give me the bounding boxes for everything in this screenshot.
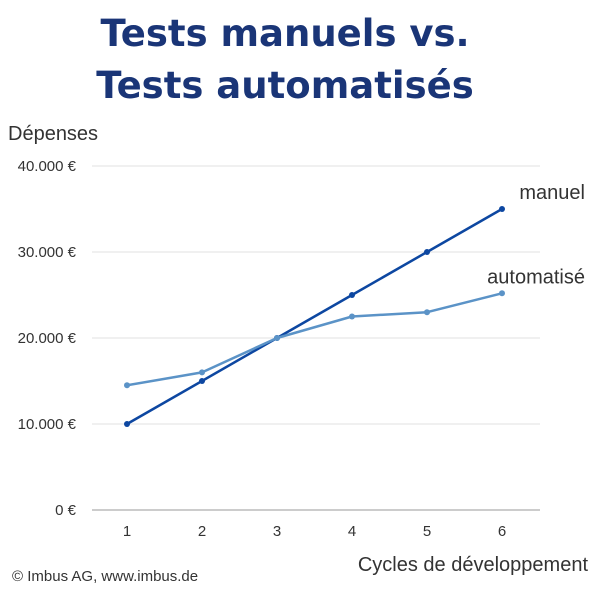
x-tick-label: 6 <box>498 523 506 540</box>
data-point <box>499 206 505 212</box>
series-label: manuel <box>519 182 585 204</box>
y-tick-label: 0 € <box>55 502 77 519</box>
data-point <box>424 249 430 255</box>
chart-title-line-1: Tests manuels vs. <box>100 12 470 55</box>
series-label: automatisé <box>487 266 585 288</box>
labels: Dépenses Cycles de développement manuel aut… <box>8 123 588 576</box>
data-point <box>499 290 505 297</box>
chart-title-line-2: Tests automatisés <box>96 64 474 107</box>
x-tick-label: 2 <box>198 523 206 540</box>
x-tick-label: 3 <box>273 523 281 540</box>
y-tick-label: 40.000 € <box>18 158 77 175</box>
axes: 0 € 10.000 € 20.000 € 30.000 € 40.000 € 1 2 3 4 5… <box>18 158 540 540</box>
credit-text: © Imbus AG, www.imbus.de <box>12 568 199 585</box>
chart-title: Tests manuels vs. Tests automatisés <box>0 8 570 112</box>
grid-lines <box>92 165 540 425</box>
data-point <box>274 335 280 341</box>
data-point <box>124 382 130 389</box>
data-point <box>424 309 430 316</box>
x-tick-label: 4 <box>348 523 356 540</box>
y-tick-label: 10.000 € <box>18 416 77 433</box>
y-tick-label: 20.000 € <box>18 330 77 347</box>
x-tick-label: 1 <box>123 523 131 540</box>
data-point <box>349 313 355 320</box>
data-point <box>124 421 130 427</box>
x-tick-label: 5 <box>423 523 431 540</box>
data-point <box>199 369 205 376</box>
series-line-manuel <box>125 207 504 426</box>
series <box>124 206 505 427</box>
data-point <box>199 378 205 384</box>
series-line-automatise <box>125 292 504 387</box>
y-axis-title: Dépenses <box>8 123 98 145</box>
x-axis-title: Cycles de développement <box>358 554 589 576</box>
y-tick-label: 30.000 € <box>18 244 77 261</box>
data-point <box>349 292 355 298</box>
